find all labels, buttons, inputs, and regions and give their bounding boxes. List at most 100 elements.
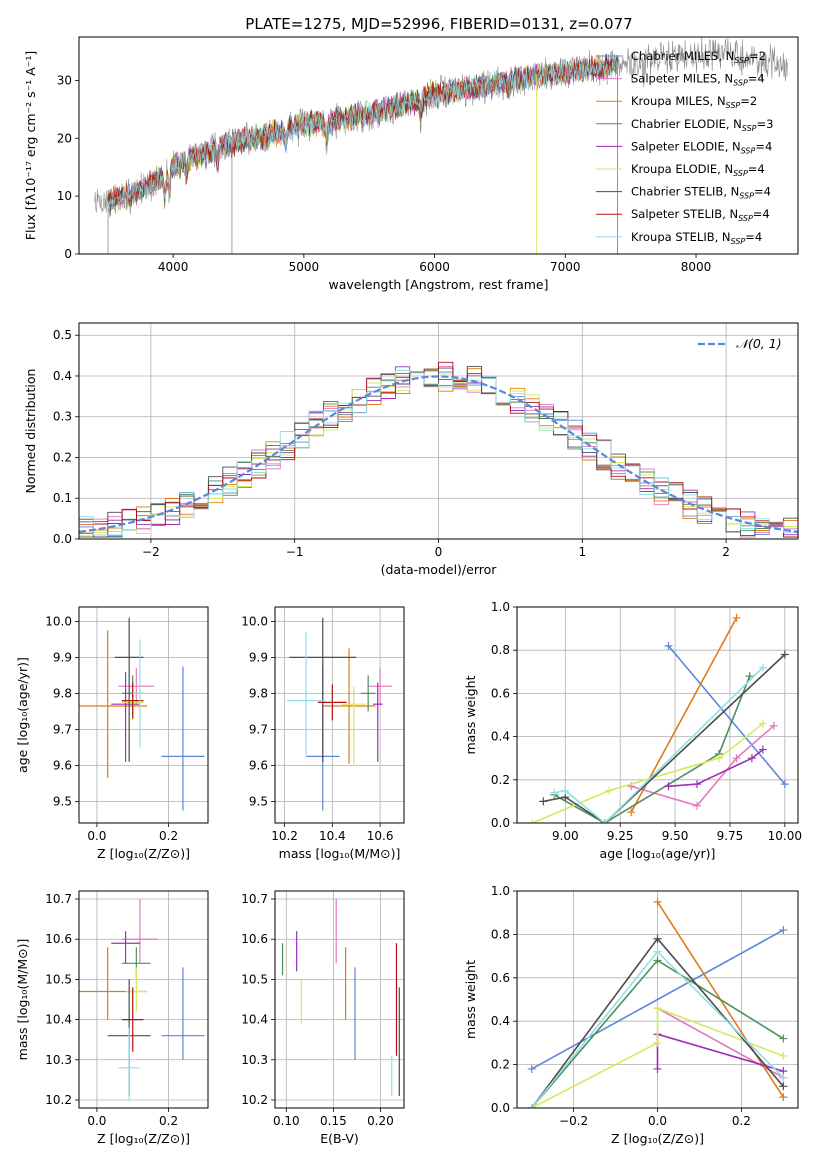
weight-marker bbox=[561, 786, 570, 795]
y-tick-label: 30 bbox=[57, 73, 72, 87]
x-tick-label: 0.15 bbox=[320, 1114, 347, 1128]
y-tick-label: 0.4 bbox=[491, 1014, 510, 1028]
y-axis-label: Flux [fλ10⁻¹⁷ erg cm⁻² s⁻¹ A⁻¹] bbox=[23, 51, 38, 240]
weight-line-1 bbox=[630, 725, 775, 807]
weight-line-5 bbox=[532, 722, 764, 823]
weight-marker bbox=[653, 947, 662, 956]
y-tick-label: 9.7 bbox=[53, 722, 72, 736]
x-tick-label: 9.75 bbox=[717, 829, 744, 843]
panel-mass_weight_vs_Z: −0.2 0.0 0.2 0.0 0.2 0.4 0.6 0.8 1.0 Z [log₁₀(Z/Z… bbox=[463, 884, 799, 1146]
axes-frame: −2 −1 0 1 2 0.0 0.1 0.2 0.3 0.4 0.5 (data-model)/er… bbox=[23, 322, 799, 577]
weight-marker bbox=[653, 934, 662, 943]
weight-marker bbox=[779, 1093, 788, 1102]
panel-spectrum: 4000 5000 6000 7000 8000 0 10 20 30 wavelength [A… bbox=[23, 36, 799, 292]
x-tick-label: 0 bbox=[435, 545, 443, 559]
gaussian-legend-label: 𝒩(0, 1) bbox=[736, 336, 782, 351]
legend-label-3: Chabrier ELODIE, NSSP=3 bbox=[631, 117, 773, 133]
weight-marker bbox=[653, 956, 662, 965]
weight-marker bbox=[600, 819, 609, 823]
y-tick-label: 10.3 bbox=[45, 1053, 72, 1067]
plot-area bbox=[79, 617, 205, 811]
y-tick-label: 10.4 bbox=[45, 1013, 72, 1027]
y-tick-label: 1.0 bbox=[491, 600, 510, 614]
axes-frame: −0.2 0.0 0.2 0.0 0.2 0.4 0.6 0.8 1.0 Z [log₁₀(Z/Z… bbox=[463, 884, 799, 1146]
y-tick-label: 9.8 bbox=[249, 686, 268, 700]
y-tick-label: 0.0 bbox=[53, 532, 72, 546]
axes-border bbox=[78, 890, 209, 1109]
x-tick-label: 0.0 bbox=[87, 1114, 106, 1128]
weight-marker bbox=[779, 1073, 788, 1082]
weight-marker bbox=[769, 721, 778, 730]
y-tick-label: 0.4 bbox=[53, 369, 72, 383]
plot-area bbox=[286, 617, 393, 811]
weight-marker bbox=[779, 926, 788, 935]
y-tick-label: 0.3 bbox=[53, 410, 72, 424]
x-tick-label: 0.0 bbox=[648, 1114, 667, 1128]
figure-title: PLATE=1275, MJD=52996, FIBERID=0131, z=0… bbox=[245, 15, 632, 33]
x-tick-label: 0.20 bbox=[367, 1114, 394, 1128]
legend-label-8: Kroupa STELIB, NSSP=4 bbox=[631, 230, 762, 246]
axes-frame: 0.0 0.2 10.2 10.3 10.4 10.5 10.6 10.7 Z [log₁₀(Z… bbox=[15, 890, 209, 1146]
x-tick-label: −1 bbox=[286, 545, 304, 559]
x-tick-label: −0.2 bbox=[559, 1114, 588, 1128]
weight-line-4 bbox=[668, 748, 764, 788]
x-axis-label: mass [log₁₀(M/M⊙)] bbox=[279, 846, 401, 861]
y-tick-label: 10.6 bbox=[241, 932, 268, 946]
x-tick-label: 0.2 bbox=[159, 1114, 178, 1128]
y-tick-label: 9.5 bbox=[53, 794, 72, 808]
panel-mass_weight_vs_age: 9.00 9.25 9.50 9.75 10.00 0.0 0.2 0.4 0.6 0.8 1.0 a… bbox=[463, 600, 802, 861]
y-axis-label: mass weight bbox=[463, 675, 478, 754]
axes-border bbox=[78, 606, 209, 824]
weight-marker bbox=[527, 1104, 536, 1108]
y-tick-label: 0.5 bbox=[53, 328, 72, 342]
legend-label-1: Salpeter MILES, NSSP=4 bbox=[631, 72, 765, 88]
y-tick-label: 10.4 bbox=[241, 1013, 268, 1027]
weight-marker bbox=[664, 782, 673, 791]
x-tick-label: 0.0 bbox=[87, 829, 106, 843]
weight-marker bbox=[693, 801, 702, 810]
weight-line-7 bbox=[554, 666, 764, 823]
legend-label-5: Kroupa ELODIE, NSSP=4 bbox=[631, 162, 765, 178]
weight-marker bbox=[550, 788, 559, 797]
y-tick-label: 0.0 bbox=[491, 816, 510, 830]
panel-age_vs_Z: 0.0 0.2 9.5 9.6 9.7 9.8 9.9 10.0 Z [log₁₀(Z/Z⊙)]… bbox=[15, 606, 209, 861]
plot-area bbox=[94, 37, 788, 254]
x-tick-label: 9.50 bbox=[662, 829, 689, 843]
y-tick-label: 0.8 bbox=[491, 643, 510, 657]
y-tick-label: 9.6 bbox=[53, 758, 72, 772]
y-tick-label: 10 bbox=[57, 189, 72, 203]
y-tick-label: 0.6 bbox=[491, 686, 510, 700]
y-tick-label: 10.5 bbox=[45, 972, 72, 986]
residual-histogram-8 bbox=[79, 370, 798, 538]
legend-label-4: Salpeter ELODIE, NSSP=4 bbox=[631, 139, 772, 155]
x-tick-label: 9.00 bbox=[552, 829, 579, 843]
y-tick-label: 10.0 bbox=[241, 614, 268, 628]
x-axis-label: Z [log₁₀(Z/Z⊙)] bbox=[97, 846, 190, 861]
weight-marker bbox=[627, 808, 636, 817]
y-tick-label: 0.8 bbox=[491, 927, 510, 941]
weight-marker bbox=[664, 641, 673, 650]
x-tick-label: −2 bbox=[142, 545, 160, 559]
legend-label-6: Chabrier STELIB, NSSP=4 bbox=[631, 185, 771, 201]
model-spectrum-8 bbox=[107, 56, 618, 254]
y-tick-label: 10.0 bbox=[45, 614, 72, 628]
x-tick-label: 5000 bbox=[289, 260, 320, 274]
x-axis-label: (data-model)/error bbox=[381, 562, 498, 577]
y-tick-label: 9.7 bbox=[249, 722, 268, 736]
y-tick-label: 1.0 bbox=[491, 884, 510, 898]
x-axis-label: Z [log₁₀(Z/Z⊙)] bbox=[611, 1131, 704, 1146]
y-tick-label: 0 bbox=[64, 247, 72, 261]
x-tick-label: 2 bbox=[722, 545, 730, 559]
x-tick-label: 1 bbox=[578, 545, 586, 559]
y-tick-label: 10.7 bbox=[45, 892, 72, 906]
axes-frame: 4000 5000 6000 7000 8000 0 10 20 30 wavelength [A… bbox=[23, 36, 799, 292]
x-tick-label: 10.2 bbox=[271, 829, 298, 843]
y-tick-label: 9.9 bbox=[53, 650, 72, 664]
axes-border bbox=[516, 606, 799, 824]
y-tick-label: 10.2 bbox=[241, 1093, 268, 1107]
plot-area bbox=[527, 897, 788, 1108]
weight-marker bbox=[758, 719, 767, 728]
y-tick-label: 9.6 bbox=[249, 758, 268, 772]
weight-line-3 bbox=[553, 675, 751, 823]
panel-mass_vs_ebv: 0.10 0.15 0.20 10.2 10.3 10.4 10.5 10.6 10.7 E(B-… bbox=[241, 890, 405, 1146]
